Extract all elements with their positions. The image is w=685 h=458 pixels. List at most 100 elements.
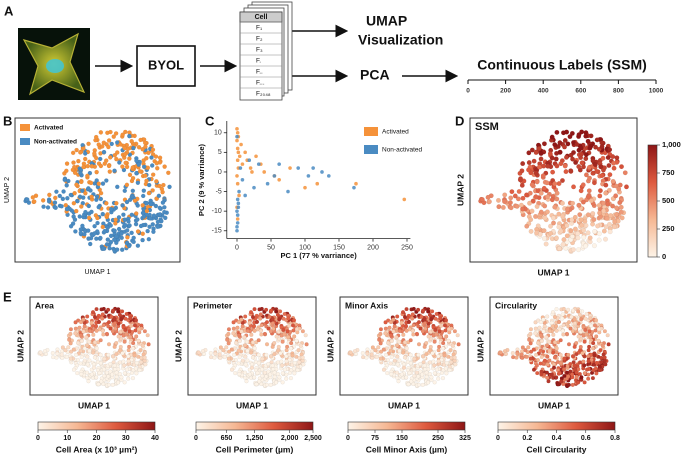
umap-point [99, 353, 103, 357]
umap-point [201, 349, 205, 353]
umap-point [237, 362, 241, 366]
umap-point [260, 374, 264, 378]
table-cell: F₃ [256, 47, 263, 54]
umap-point [579, 152, 584, 157]
umap-point [79, 204, 83, 208]
umap-point [426, 381, 430, 385]
umap-point [99, 164, 103, 168]
colorbar [648, 145, 657, 257]
umap-point [252, 324, 256, 328]
umap-point [578, 360, 582, 364]
umap-point [90, 372, 94, 376]
umap-point [279, 360, 283, 364]
scatter-point [296, 166, 300, 170]
scatter-point [238, 154, 242, 158]
umap-point [51, 351, 55, 355]
umap-point [141, 203, 145, 207]
umap-point [83, 151, 87, 155]
umap-point [95, 216, 99, 220]
umap-point [73, 331, 77, 335]
umap-point [98, 157, 102, 161]
scatter-point [243, 194, 247, 198]
umap-point [124, 332, 128, 336]
colorbar-label: Cell Area (x 10³ µm²) [56, 444, 138, 454]
umap-point [134, 371, 138, 375]
umap-point [99, 361, 103, 365]
umap-point [287, 324, 291, 328]
umap-point [577, 132, 582, 137]
scatter-point [277, 178, 281, 182]
umap-point [420, 315, 424, 319]
umap-point [101, 181, 105, 185]
umap-point [251, 340, 255, 344]
umap-point [285, 329, 289, 333]
umap-point [139, 138, 143, 142]
umap-point [285, 345, 289, 349]
colorbar-tick-label: 0 [662, 252, 666, 261]
umap-point [92, 152, 96, 156]
umap-point [296, 368, 300, 372]
umap-point [54, 206, 58, 210]
umap-point [101, 212, 105, 216]
umap-point [146, 333, 150, 337]
umap-point [95, 329, 99, 333]
panel-title: Perimeter [193, 300, 233, 310]
umap-point [126, 377, 130, 381]
umap-point [226, 332, 230, 336]
umap-point [562, 374, 566, 378]
scatter-point [286, 190, 290, 194]
umap-point [291, 354, 295, 358]
umap-point [550, 321, 554, 325]
umap-point [584, 223, 589, 228]
umap-point [412, 307, 416, 311]
umap-point [139, 224, 143, 228]
umap-point [554, 236, 559, 241]
umap-point [108, 130, 112, 134]
umap-point [603, 329, 607, 333]
umap-point [573, 317, 577, 321]
scatter-point [237, 202, 241, 206]
scatter-point [307, 174, 311, 178]
umap-point [197, 351, 201, 355]
colorbar-tick-label: 40 [151, 435, 159, 442]
umap-point [231, 331, 235, 335]
umap-point [574, 142, 579, 147]
colorbar-tick-label: 2,500 [304, 435, 322, 442]
umap-point [125, 183, 129, 187]
umap-point [118, 313, 122, 317]
scatter-point [236, 213, 240, 217]
umap-point [405, 329, 409, 333]
scatter-point [273, 174, 277, 178]
umap-point [361, 355, 365, 359]
umap-point [101, 312, 105, 316]
umap-point [305, 342, 309, 346]
umap-point [248, 372, 252, 376]
umap-point [384, 353, 388, 357]
umap-point [224, 345, 228, 349]
ssm-tick-label: 200 [500, 88, 511, 95]
umap-point [417, 320, 421, 324]
umap-point [89, 210, 93, 214]
umap-point [539, 191, 544, 196]
umap-point [109, 234, 113, 238]
umap-point [137, 163, 141, 167]
umap-point [611, 161, 616, 166]
umap-point [598, 188, 603, 193]
umap-point [587, 329, 591, 333]
umap-point [258, 317, 262, 321]
umap-point [603, 237, 608, 242]
umap-point [31, 195, 35, 199]
umap-point [104, 201, 108, 205]
umap-point [573, 215, 578, 220]
umap-point [55, 356, 59, 360]
umap-point [456, 333, 460, 337]
umap-point [93, 340, 97, 344]
umap-point [285, 348, 289, 352]
umap-point [603, 191, 608, 196]
umap-point [103, 229, 107, 233]
umap-point [161, 200, 165, 204]
umap-point [130, 194, 134, 198]
umap-point [580, 375, 584, 379]
umap-point [520, 183, 525, 188]
umap-point [297, 348, 301, 352]
